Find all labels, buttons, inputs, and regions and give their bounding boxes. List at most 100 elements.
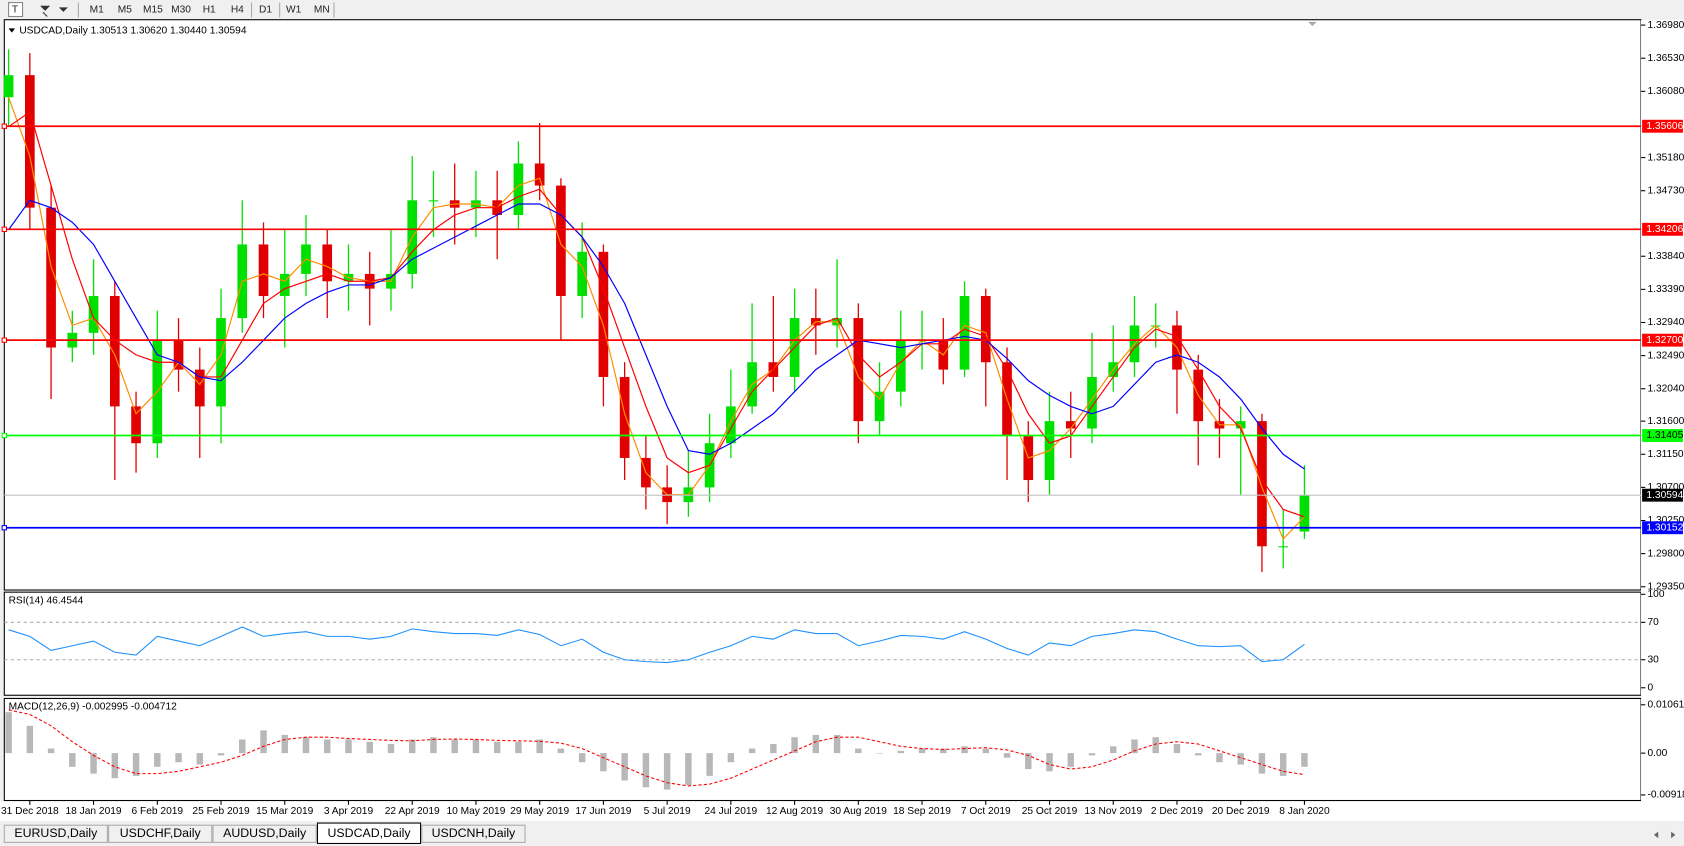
macd-bar bbox=[408, 739, 416, 754]
current-price-label: 1.30594 bbox=[1646, 490, 1683, 501]
level-tag bbox=[1642, 333, 1683, 347]
candle-body bbox=[194, 369, 205, 407]
macd-bar bbox=[387, 744, 395, 754]
tab-background[interactable] bbox=[108, 824, 213, 843]
macd-bar bbox=[770, 744, 777, 754]
candle-body bbox=[959, 295, 970, 370]
symbol-header: USDCAD,Daily 1.30513 1.30620 1.30440 1.3… bbox=[19, 25, 247, 36]
y-tick-label: 1.36080 bbox=[1647, 86, 1684, 97]
y-tick-label: 0.00 bbox=[1647, 748, 1667, 759]
timeframe-button[interactable] bbox=[140, 1, 166, 18]
tab-background[interactable] bbox=[316, 822, 422, 845]
x-tick-label: 18 Jan 2019 bbox=[66, 806, 122, 817]
timeframe-label[interactable]: D1 bbox=[259, 5, 272, 16]
level-label: 1.34206 bbox=[1646, 224, 1683, 235]
y-tick-label: -0.009181 bbox=[1647, 790, 1684, 801]
macd-bar bbox=[239, 739, 246, 754]
moving-average bbox=[8, 97, 1305, 540]
macd-bar bbox=[1088, 753, 1096, 756]
level-handle bbox=[1, 525, 7, 531]
tab-label[interactable]: AUDUSD,Daily bbox=[223, 826, 307, 840]
level-label: 1.31405 bbox=[1646, 430, 1683, 441]
macd-bar bbox=[1194, 753, 1202, 756]
macd-bar bbox=[1152, 737, 1159, 754]
timeframe-label[interactable]: M1 bbox=[90, 5, 104, 16]
timeframe-button[interactable] bbox=[224, 1, 251, 18]
tab-label[interactable]: USDCNH,Daily bbox=[432, 826, 516, 840]
x-tick-label: 5 Jul 2019 bbox=[644, 806, 691, 817]
x-tick-label: 25 Oct 2019 bbox=[1022, 806, 1078, 817]
timeframe-button[interactable] bbox=[252, 1, 279, 18]
tab-background[interactable] bbox=[421, 824, 526, 843]
tab-scroll[interactable] bbox=[1653, 831, 1676, 839]
timeframe-label[interactable]: H4 bbox=[231, 5, 244, 16]
candle-body bbox=[556, 185, 566, 296]
macd-bar bbox=[748, 748, 756, 754]
level-tag bbox=[1642, 222, 1683, 236]
macd-bar bbox=[324, 739, 331, 754]
macd-bar bbox=[345, 739, 352, 754]
price-panel bbox=[3, 19, 1642, 591]
timeframe-label[interactable]: M30 bbox=[171, 5, 191, 16]
timeframe-label[interactable]: M5 bbox=[118, 5, 132, 16]
time-axis bbox=[0, 801, 1684, 821]
tab-background[interactable] bbox=[3, 824, 108, 843]
timeframe-label[interactable]: H1 bbox=[203, 5, 216, 16]
x-tick-label: 12 Aug 2019 bbox=[766, 806, 824, 817]
level-tag bbox=[1642, 119, 1683, 133]
text-tool[interactable] bbox=[8, 1, 24, 18]
candle-body bbox=[980, 295, 991, 363]
timeframe-label[interactable]: M15 bbox=[143, 5, 163, 16]
candle-body bbox=[46, 207, 56, 348]
y-tick-label: 1.29800 bbox=[1647, 548, 1684, 559]
y-tick-label: 70 bbox=[1647, 617, 1659, 628]
x-tick-label: 8 Jan 2020 bbox=[1279, 806, 1330, 817]
macd-bar bbox=[493, 741, 501, 754]
tab[interactable]: USDCNH,Daily bbox=[421, 824, 526, 843]
tab-label[interactable]: USDCHF,Daily bbox=[120, 826, 202, 840]
current-price-tag bbox=[1642, 488, 1683, 502]
y-tick-label: 1.35180 bbox=[1647, 152, 1684, 163]
macd-label: MACD(12,26,9) -0.002995 -0.004712 bbox=[9, 702, 178, 713]
candle-body bbox=[173, 340, 184, 370]
macd-bar bbox=[706, 753, 713, 776]
tab[interactable]: AUDUSD,Daily bbox=[212, 824, 317, 843]
moving-average bbox=[8, 111, 1305, 518]
level-handle bbox=[1, 432, 7, 439]
timeframe-button[interactable] bbox=[196, 1, 223, 18]
macd-bar bbox=[154, 753, 161, 767]
tab[interactable]: USDCHF,Daily bbox=[108, 824, 213, 843]
timeframe-button[interactable] bbox=[308, 1, 335, 18]
tab-background[interactable] bbox=[212, 824, 317, 843]
menu-arrow[interactable] bbox=[8, 28, 16, 33]
tab-label[interactable]: USDCAD,Daily bbox=[328, 826, 412, 840]
rsi-panel bbox=[3, 591, 1642, 696]
timeframe-label[interactable]: MN bbox=[314, 5, 330, 16]
tab[interactable]: USDCAD,Daily bbox=[316, 822, 422, 845]
y-tick-label: 100 bbox=[1647, 589, 1664, 600]
macd-bar bbox=[1046, 753, 1053, 772]
candle-body bbox=[598, 251, 609, 377]
candle-body bbox=[322, 244, 333, 282]
timeframe-button[interactable] bbox=[280, 1, 307, 18]
level-tag bbox=[1642, 521, 1683, 535]
timeframe-button[interactable] bbox=[168, 1, 194, 18]
candle-body bbox=[258, 244, 269, 296]
macd-bar bbox=[1258, 753, 1266, 774]
y-tick-label: 0 bbox=[1647, 682, 1653, 693]
tab-label[interactable]: EURUSD,Daily bbox=[14, 826, 98, 840]
toolbar: T M1 M5 M15 M30 H1 H4 D1 W1 MN bbox=[8, 1, 335, 18]
macd-bar bbox=[876, 753, 883, 754]
candle-body bbox=[853, 318, 864, 422]
tools-icon[interactable] bbox=[40, 5, 68, 17]
macd-bar bbox=[940, 748, 947, 754]
macd-bar bbox=[536, 739, 543, 754]
timeframe-button[interactable] bbox=[83, 1, 110, 18]
timeframe-button[interactable] bbox=[111, 1, 138, 18]
open-text: 1.30513 bbox=[91, 25, 128, 36]
timeframe-label[interactable]: W1 bbox=[286, 5, 302, 16]
macd-bar bbox=[1173, 744, 1181, 754]
macd-bar bbox=[557, 748, 565, 754]
tab[interactable]: EURUSD,Daily bbox=[3, 824, 108, 843]
macd-bar bbox=[982, 748, 990, 754]
